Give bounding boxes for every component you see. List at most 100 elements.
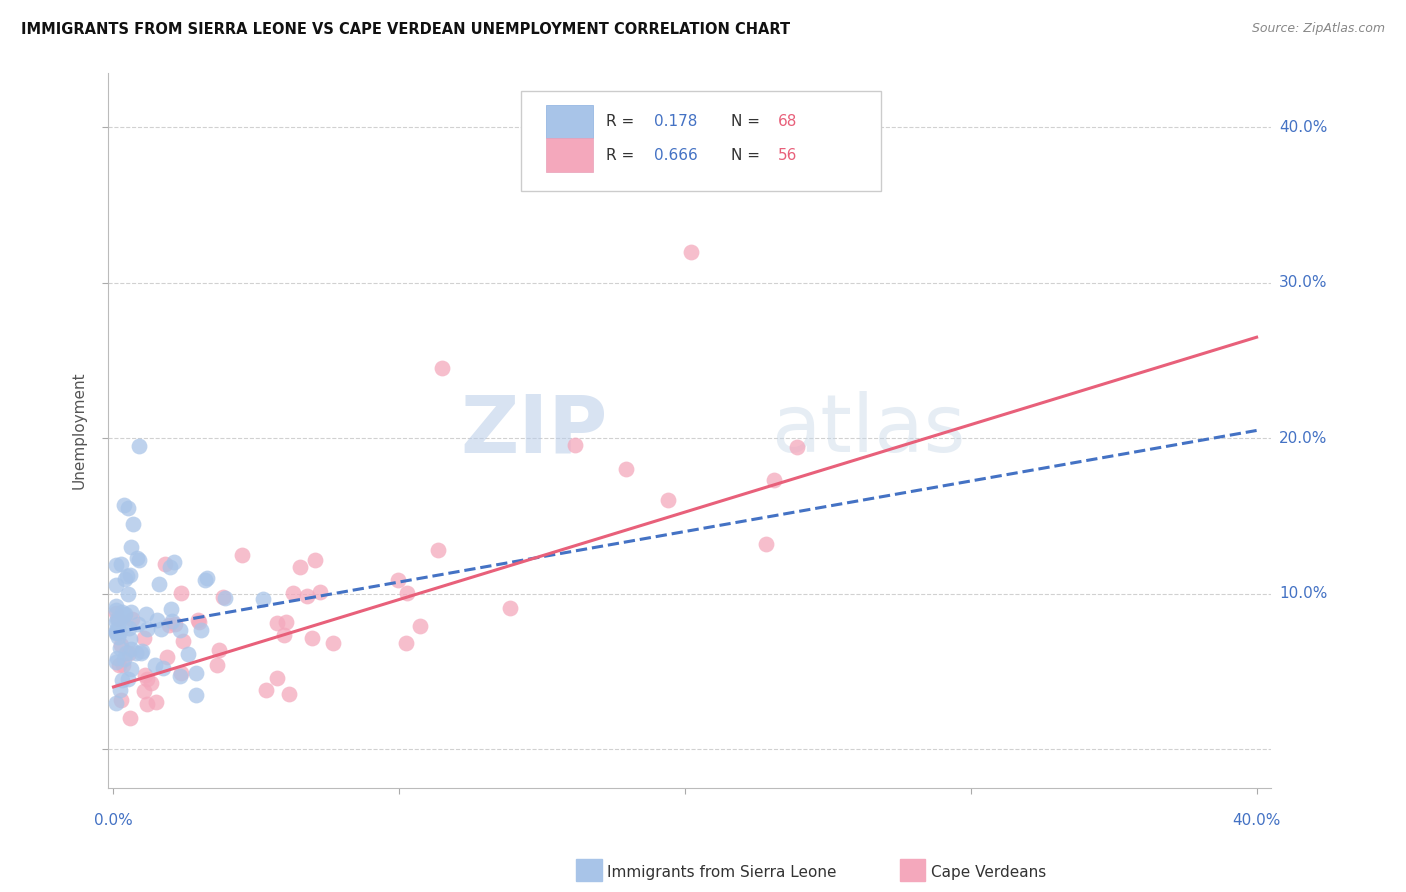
Point — [117, 587, 139, 601]
Point — [409, 619, 432, 633]
Point — [112, 498, 135, 512]
Point — [148, 577, 170, 591]
Text: atlas: atlas — [770, 392, 965, 469]
Point — [135, 607, 157, 621]
Text: Source: ZipAtlas.com: Source: ZipAtlas.com — [1251, 22, 1385, 36]
Point — [214, 591, 236, 605]
Point — [136, 697, 159, 711]
Point — [290, 559, 312, 574]
Point — [145, 613, 167, 627]
Point — [105, 655, 128, 669]
Point — [112, 657, 135, 672]
Point — [231, 548, 253, 562]
Point — [115, 569, 138, 583]
Point — [118, 711, 141, 725]
Point — [105, 625, 128, 640]
Point — [276, 615, 298, 629]
Point — [105, 612, 128, 626]
Point — [427, 543, 450, 558]
Y-axis label: Unemployment: Unemployment — [72, 372, 86, 490]
Text: Immigrants from Sierra Leone: Immigrants from Sierra Leone — [607, 865, 837, 880]
Point — [139, 676, 162, 690]
Point — [110, 640, 132, 655]
Point — [278, 687, 301, 701]
Point — [177, 647, 200, 661]
Point — [155, 558, 177, 572]
Point — [194, 573, 217, 587]
Point — [128, 553, 150, 567]
Point — [170, 666, 193, 681]
Point — [117, 501, 139, 516]
Text: N =: N = — [731, 148, 765, 162]
Point — [108, 626, 131, 640]
Point — [107, 630, 129, 644]
Text: 0.0%: 0.0% — [94, 813, 132, 828]
Point — [679, 244, 702, 259]
Point — [110, 693, 132, 707]
Point — [118, 621, 141, 635]
Point — [762, 473, 785, 487]
Point — [118, 567, 141, 582]
Point — [395, 586, 418, 600]
Text: Cape Verdeans: Cape Verdeans — [931, 865, 1046, 880]
Point — [252, 592, 274, 607]
Point — [159, 602, 181, 616]
Point — [110, 557, 132, 571]
Text: 10.0%: 10.0% — [1279, 586, 1327, 601]
Point — [170, 586, 193, 600]
Point — [107, 623, 129, 637]
Point — [297, 589, 319, 603]
Point — [105, 615, 128, 630]
Point — [105, 578, 128, 592]
Point — [186, 665, 208, 680]
Point — [254, 683, 277, 698]
Point — [122, 516, 145, 531]
Point — [499, 600, 522, 615]
Point — [105, 603, 128, 617]
Point — [211, 590, 233, 604]
Point — [121, 612, 143, 626]
Point — [115, 646, 138, 660]
Point — [614, 461, 637, 475]
Point — [107, 614, 129, 628]
Point — [131, 644, 153, 658]
Text: 0.666: 0.666 — [654, 148, 699, 162]
Text: N =: N = — [731, 114, 765, 129]
Point — [387, 573, 409, 587]
Point — [157, 618, 180, 632]
Point — [135, 672, 157, 686]
Text: R =: R = — [606, 114, 638, 129]
Point — [107, 611, 129, 625]
Text: 20.0%: 20.0% — [1279, 431, 1327, 446]
Point — [309, 584, 332, 599]
Point — [301, 631, 323, 645]
Point — [125, 551, 148, 566]
Point — [187, 613, 209, 627]
Text: 68: 68 — [778, 114, 797, 129]
Point — [165, 617, 187, 632]
Point — [125, 646, 148, 660]
Point — [430, 361, 453, 376]
Point — [145, 695, 167, 709]
Point — [152, 661, 174, 675]
Text: IMMIGRANTS FROM SIERRA LEONE VS CAPE VERDEAN UNEMPLOYMENT CORRELATION CHART: IMMIGRANTS FROM SIERRA LEONE VS CAPE VER… — [21, 22, 790, 37]
Point — [105, 599, 128, 613]
Point — [395, 636, 418, 650]
Point — [111, 673, 134, 687]
Text: 40.0%: 40.0% — [1233, 813, 1281, 828]
Point — [120, 642, 142, 657]
Point — [143, 657, 166, 672]
Point — [107, 657, 129, 672]
Point — [169, 623, 191, 637]
FancyBboxPatch shape — [547, 104, 593, 138]
Point — [163, 555, 186, 569]
FancyBboxPatch shape — [520, 91, 882, 191]
Point — [105, 696, 128, 710]
Point — [132, 683, 155, 698]
Point — [208, 643, 231, 657]
Point — [120, 605, 142, 619]
Point — [273, 628, 295, 642]
Point — [110, 638, 132, 652]
Point — [128, 439, 150, 453]
Point — [322, 636, 344, 650]
